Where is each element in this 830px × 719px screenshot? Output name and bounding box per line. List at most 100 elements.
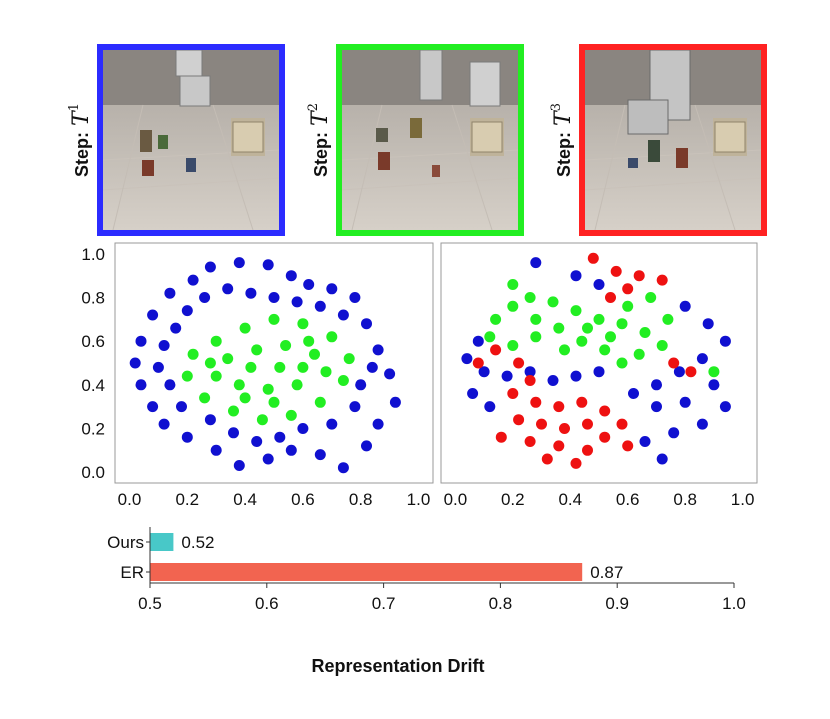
scatter-point xyxy=(389,396,401,408)
scatter-point xyxy=(291,296,303,308)
scatter-point xyxy=(524,292,536,303)
scatter-point xyxy=(372,418,384,430)
scatter-point xyxy=(337,375,349,386)
scatter-point xyxy=(668,427,680,439)
scatter-point xyxy=(297,318,309,330)
scatter-point xyxy=(495,431,507,443)
scatter-point xyxy=(593,366,605,378)
scatter-point xyxy=(303,335,315,347)
scatter-point xyxy=(314,300,326,312)
scatter-point xyxy=(639,327,651,338)
scatter-point xyxy=(245,361,257,373)
scatter-point xyxy=(513,357,525,369)
step-label-1: Step:T1 xyxy=(67,103,94,177)
scatter-point xyxy=(668,357,680,369)
bar-x-tick-label: 0.5 xyxy=(138,594,162,613)
scatter-point xyxy=(507,279,519,290)
scatter-point xyxy=(616,318,628,330)
scatter-point xyxy=(599,344,611,356)
scatter-point xyxy=(285,444,297,456)
bar-value-label: 0.52 xyxy=(181,533,214,552)
scatter-point xyxy=(679,300,691,312)
panel-step-1: Step:T1 xyxy=(67,44,285,236)
scatter-point xyxy=(204,357,216,369)
scatter-point xyxy=(297,423,309,434)
scatter-point xyxy=(478,366,490,378)
scatter-point xyxy=(553,440,565,452)
scatter-point xyxy=(251,344,263,356)
scatter-point xyxy=(559,423,570,434)
scatter-point xyxy=(303,279,315,290)
scatter-point xyxy=(297,361,309,373)
scatter-point xyxy=(274,361,286,373)
scatter-point xyxy=(582,418,593,430)
scatter-point xyxy=(326,331,338,343)
scatter-point xyxy=(228,427,239,439)
y-tick-label: 0.8 xyxy=(81,289,105,308)
scatter-point xyxy=(501,370,513,382)
panel-step-3: Step:T3 xyxy=(549,44,767,236)
x-tick-label: 0.0 xyxy=(444,490,468,509)
scatter-point xyxy=(570,270,582,282)
scatter-point xyxy=(651,401,662,413)
scatter-point xyxy=(490,344,502,356)
panel-border-2 xyxy=(336,44,524,236)
scatter-point xyxy=(158,418,170,430)
panel-border-1 xyxy=(97,44,285,236)
scatter-point xyxy=(343,353,355,365)
scatter-point xyxy=(639,436,651,447)
scatter-point xyxy=(349,292,361,303)
x-tick-label: 0.2 xyxy=(501,490,525,509)
panel-step-2: Step:T2 xyxy=(306,44,524,236)
scatter-point xyxy=(605,331,616,343)
scatter-point xyxy=(673,366,685,378)
scatter-point xyxy=(530,313,542,325)
scatter-point xyxy=(326,283,338,295)
scatter-point xyxy=(228,405,239,417)
scatter-point xyxy=(576,335,588,347)
panel-border-3 xyxy=(579,44,767,236)
scatter-point xyxy=(702,318,714,330)
scatter-point xyxy=(679,396,691,408)
scatter-point xyxy=(696,353,708,365)
scatter-point xyxy=(524,375,536,386)
scatter-point xyxy=(309,348,320,360)
scatter-point xyxy=(656,453,668,465)
scatter-point xyxy=(262,259,274,271)
bar-x-tick-label: 0.9 xyxy=(605,594,629,613)
scatter-point xyxy=(349,401,361,413)
scatter-left-points xyxy=(129,257,401,474)
representation-drift-bar-chart: Ours 0.52 ER 0.87 0.5 0.6 0.7 0.8 0.9 1.0 Repres… xyxy=(107,527,746,676)
scatter-point xyxy=(158,340,170,351)
scatter-point xyxy=(355,379,367,391)
scatter-point xyxy=(616,357,628,369)
scatter-point xyxy=(268,313,280,325)
scatter-point xyxy=(285,270,297,282)
scatter-point xyxy=(204,414,216,426)
scatter-point xyxy=(147,309,159,321)
step-label-3: Step:T3 xyxy=(549,103,576,177)
scatter-left-frame xyxy=(114,242,434,484)
x-tick-label: 0.6 xyxy=(291,490,315,509)
scatter-point xyxy=(222,353,234,365)
scatter-point xyxy=(210,370,222,382)
bar xyxy=(150,563,583,581)
y-tick-label: 0.4 xyxy=(81,376,105,395)
scatter-point xyxy=(570,457,582,469)
scatter-point xyxy=(147,401,159,413)
scatter-point xyxy=(524,436,536,447)
scatter-point xyxy=(467,388,479,399)
scatter-point xyxy=(622,283,634,295)
scatter-point xyxy=(582,444,593,456)
scatter-point xyxy=(513,414,525,426)
scatter-point xyxy=(610,265,622,277)
scatter-point xyxy=(599,431,611,443)
scatter-point xyxy=(181,305,193,317)
robot-scene-image-3 xyxy=(584,49,762,231)
x-tick-label: 0.8 xyxy=(349,490,373,509)
scatter-point xyxy=(645,292,657,303)
bar-elements: Ours 0.52 ER 0.87 xyxy=(107,527,734,584)
bar-x-tick-label: 0.8 xyxy=(489,594,513,613)
scatter-point xyxy=(719,335,731,347)
y-tick-label: 0.6 xyxy=(81,332,105,351)
